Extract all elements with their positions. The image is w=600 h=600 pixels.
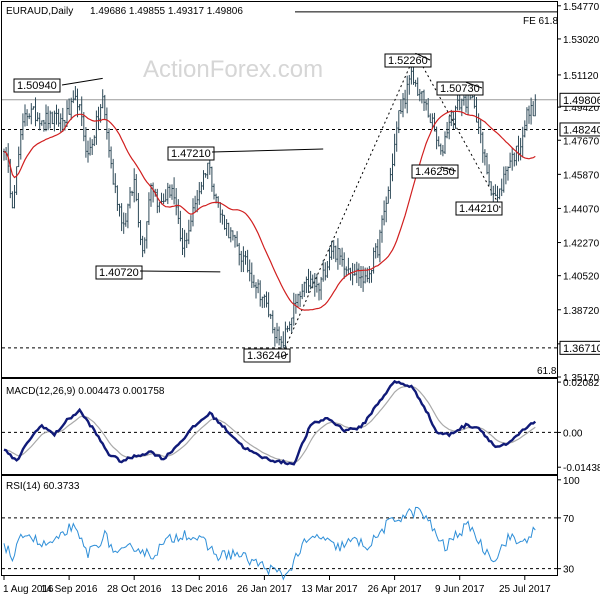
annotation-leader	[465, 81, 483, 89]
annotation-leader	[139, 270, 221, 273]
x-tick-label: 1 Aug 2016	[3, 584, 54, 595]
macd-signal-line	[3, 385, 536, 464]
macd-y-tick-label: -0.014386	[563, 463, 600, 474]
x-tick-label: 14 Sep 2016	[41, 584, 98, 595]
rsi-y-tick-label: 30	[563, 565, 575, 576]
x-tick-label: 13 Dec 2016	[171, 584, 228, 595]
macd-y-tick-label: 0.00	[563, 428, 583, 439]
y-tick-label: 1.53020	[563, 35, 600, 46]
macd-title: MACD(12,26,9) 0.004473 0.001758	[6, 386, 165, 397]
macd-y-tick-label: 0.020827	[563, 378, 600, 389]
annotation-box	[384, 53, 432, 68]
x-tick-label: 26 Jan 2017	[237, 584, 292, 595]
fib-label: 61.8	[537, 366, 557, 377]
annotation-leader	[440, 166, 457, 172]
annotation-box	[455, 201, 503, 216]
rsi-line	[3, 506, 536, 581]
annotation-label: 1.40720	[99, 267, 139, 279]
y-tick-label: 1.47670	[563, 136, 600, 147]
trend-line	[280, 53, 417, 357]
trend-line	[415, 53, 501, 207]
y-tick-label: 1.51120	[563, 71, 599, 82]
level-price-label-box	[559, 340, 600, 355]
annotation-box	[167, 146, 215, 161]
rsi-panel	[1, 475, 558, 576]
level-price-label: 1.48240	[563, 124, 600, 136]
y-tick-label: 1.45870	[563, 170, 600, 181]
level-price-label-box	[559, 122, 600, 137]
price-chart-title: EURAUD,Daily	[6, 6, 73, 17]
annotation-leader	[415, 52, 431, 61]
annotation-box	[95, 265, 143, 280]
last-price-label: 1.49806	[563, 95, 600, 107]
rsi-title: RSI(14) 60.3733	[6, 481, 80, 492]
annotation-label: 1.36240	[247, 350, 287, 362]
annotation-box	[13, 78, 61, 93]
rsi-y-tick-label: 100	[563, 476, 580, 487]
annotation-label: 1.46250	[415, 166, 455, 178]
annotation-label: 1.44210	[459, 203, 499, 215]
level-price-label: 1.36710	[563, 343, 600, 355]
x-tick-label: 28 Oct 2016	[107, 584, 162, 595]
watermark: ActionForex.com	[143, 56, 323, 83]
price-panel	[1, 1, 558, 378]
macd-panel	[1, 378, 558, 475]
annotation-leader	[281, 353, 289, 358]
last-price-label-box	[559, 92, 600, 107]
x-tick-label: 9 Jun 2017	[435, 584, 485, 595]
annotation-label: 1.50730	[440, 83, 480, 95]
y-tick-label: 1.54770	[563, 2, 600, 13]
y-tick-label: 1.35170	[563, 373, 600, 384]
macd-line	[3, 379, 537, 466]
rsi-y-tick-label: 70	[563, 514, 575, 525]
ohlc-readout: 1.49686 1.49855 1.49317 1.49806	[90, 6, 243, 17]
fe-label: FE 61.8	[523, 16, 558, 27]
annotation-label: 1.50940	[17, 80, 57, 92]
y-tick-label: 1.49420	[563, 103, 600, 114]
moving-average-line	[3, 110, 536, 311]
y-tick-label: 1.40520	[563, 272, 600, 283]
annotation-box	[436, 81, 484, 96]
annotation-leader	[61, 77, 103, 86]
annotation-leader	[211, 148, 324, 153]
x-tick-label: 13 Mar 2017	[301, 584, 358, 595]
annotation-label: 1.52260	[388, 55, 428, 67]
y-tick-label: 1.44070	[563, 204, 600, 215]
annotation-box	[243, 348, 291, 363]
y-tick-label: 1.38720	[563, 306, 600, 317]
x-tick-label: 25 Jul 2017	[499, 584, 551, 595]
annotation-label: 1.47210	[171, 148, 211, 160]
y-tick-label: 1.42270	[563, 239, 600, 250]
x-tick-label: 26 Apr 2017	[368, 584, 422, 595]
